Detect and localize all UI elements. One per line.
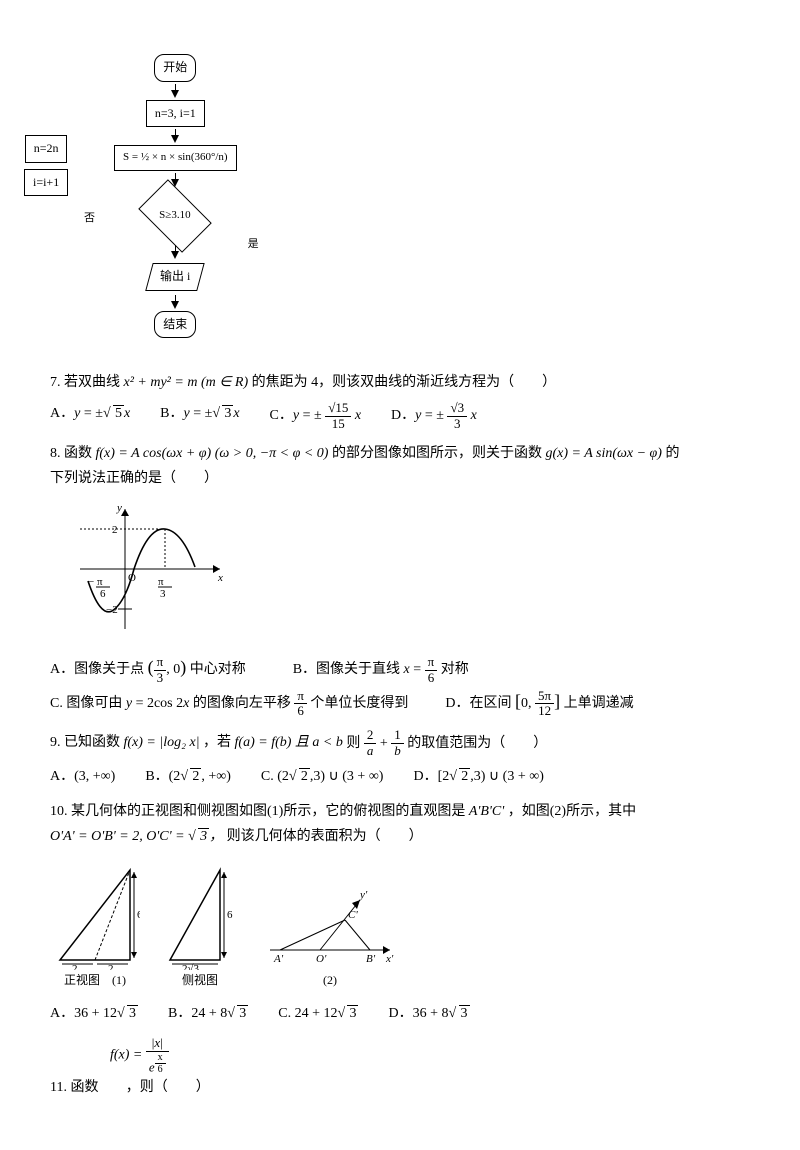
q8-stem-d: 下列说法正确的是（ ） — [50, 466, 750, 491]
fig2-label: 侧视图 — [160, 970, 240, 992]
q9-cond: f(a) = f(b) 且 a < b — [235, 736, 343, 751]
fc-yes: 是 — [248, 235, 259, 255]
svg-text:x: x — [217, 572, 223, 584]
fc-n2n: n=2n — [25, 135, 68, 163]
question-9: 9. 已知函数 f(x) = |log₂ x| ，若 f(a) = f(b) 且… — [50, 728, 750, 789]
q10-stem-c: 则该几何体的表面积为（ ） — [227, 829, 423, 844]
svg-text:A': A' — [273, 953, 284, 965]
question-10: 10. 某几何体的正视图和侧视图如图(1)所示，它的俯视图的直观图是 A'B'C… — [50, 799, 750, 1026]
question-11: f(x) = |x| ex6 11. 函数 pad ，则（ ） — [50, 1036, 750, 1099]
q10-stem-a: 10. 某几何体的正视图和侧视图如图(1)所示，它的俯视图的直观图是 — [50, 804, 465, 819]
q10-opt-b: B．24 + 83 — [168, 1001, 248, 1026]
q9-stem-a: 9. 已知函数 — [50, 736, 120, 751]
svg-text:y': y' — [359, 889, 368, 901]
q11-den: ex6 — [146, 1052, 169, 1075]
q7-opt-c: C．y = ± √1515 x — [270, 401, 362, 431]
fc-ii1: i=i+1 — [24, 169, 68, 197]
q8-opt-b: B．图像关于直线 x = π6 对称 — [293, 662, 469, 677]
q11-fx: f(x) = — [110, 1048, 146, 1063]
q7-opt-a: A．y = ±5x — [50, 401, 130, 431]
q8-stem-c: 的 — [665, 446, 679, 461]
svg-text:π: π — [158, 576, 164, 588]
q10-figures: 6 2 2 正视图 (1) 6 2√3 侧视图 — [50, 860, 750, 992]
q10-opt-a: A．36 + 123 — [50, 1001, 138, 1026]
q9-stem-c: 则 2a + 1b 的取值范围为（ ） — [346, 736, 547, 751]
svg-text:6: 6 — [100, 588, 106, 600]
q8-opt-c: C. 图像可由 y = 2cos 2x 的图像向左平移 π6 个单位长度得到 — [50, 696, 408, 711]
q7-stem-post: 的焦距为 4，则该双曲线的渐近线方程为（ ） — [252, 375, 557, 390]
q9-stem-b: ，若 — [203, 736, 231, 751]
svg-text:3: 3 — [160, 588, 166, 600]
q9-opt-b: B．(22, +∞) — [145, 764, 231, 789]
q8-stem-a: 8. 函数 — [50, 446, 92, 461]
svg-text:B': B' — [366, 953, 376, 965]
fc-no: 否 — [84, 209, 95, 229]
q7-expr: x² + my² = m (m ∈ R) — [124, 375, 249, 390]
question-8: 8. 函数 f(x) = A cos(ωx + φ) (ω > 0, −π < … — [50, 441, 750, 719]
q8-opt-a: A．图像关于点 (π3, 0) 中心对称 — [50, 662, 246, 677]
q8-opt-d: D．在区间 [0, 5π12] 上单调递减 — [445, 696, 633, 711]
fc-init: n=3, i=1 — [146, 100, 205, 128]
fig1-label: 正视图 (1) — [50, 970, 140, 992]
svg-text:O': O' — [316, 953, 327, 965]
q10-opt-d: D．36 + 83 — [388, 1001, 469, 1026]
fc-formula: S = ½ × n × sin(360°/n) — [114, 145, 237, 171]
fc-output: 输出 i — [145, 263, 205, 291]
svg-text:2: 2 — [112, 524, 118, 536]
svg-text:C': C' — [348, 909, 358, 921]
fc-end: 结束 — [154, 311, 196, 339]
flowchart: 开始 n=3, i=1 n=2n i=i+1 S = ½ × n × sin(3… — [110, 48, 241, 344]
svg-text:6: 6 — [227, 909, 233, 921]
q7-opt-d: D．y = ± √33 x — [391, 401, 477, 431]
q10-opt-c: C. 24 + 123 — [278, 1001, 358, 1026]
q10-tri: A'B'C' — [469, 804, 504, 819]
q11-stem-b: ，则（ ） — [126, 1080, 210, 1095]
q9-opt-d: D．[22,3) ∪ (3 + ∞) — [413, 764, 543, 789]
svg-text:x': x' — [385, 953, 394, 965]
q8-expr1: f(x) = A cos(ωx + φ) (ω > 0, −π < φ < 0) — [96, 446, 329, 461]
q8-expr2: g(x) = A sin(ωx − φ) — [545, 446, 661, 461]
question-7: 7. 若双曲线 x² + my² = m (m ∈ R) 的焦距为 4，则该双曲… — [50, 370, 750, 431]
q9-opt-a: A．(3, +∞) — [50, 764, 115, 789]
q7-opt-b: B．y = ±3x — [160, 401, 239, 431]
fc-decision: S≥3.10 — [139, 179, 213, 253]
q11-stem-a: 11. 函数 — [50, 1080, 98, 1095]
svg-text:y: y — [116, 502, 122, 514]
fig3-label: (2) — [260, 970, 400, 992]
q10-stem-b: ，如图(2)所示，其中 — [508, 804, 636, 819]
q7-stem-pre: 7. 若双曲线 — [50, 375, 120, 390]
q10-dims: O'A' = O'B' = 2, O'C' = 3， — [50, 829, 223, 844]
q11-num: |x| — [146, 1036, 169, 1051]
q8-graph: y x O 2 −2 π 3 − π 6 — [70, 499, 750, 639]
q8-stem-b: 的部分图像如图所示，则关于函数 — [332, 446, 542, 461]
fc-start: 开始 — [154, 54, 196, 82]
q9-expr: f(x) = |log₂ x| — [124, 736, 200, 751]
svg-text:−2: −2 — [106, 604, 118, 616]
svg-text:6: 6 — [137, 909, 140, 921]
q9-opt-c: C. (22,3) ∪ (3 + ∞) — [261, 764, 384, 789]
